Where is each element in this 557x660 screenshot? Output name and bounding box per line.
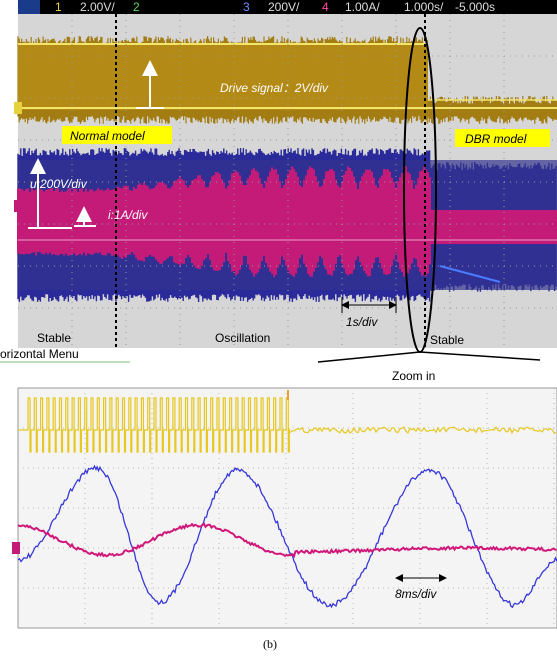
ch1-scale: 2.00V/ [80,0,115,14]
zoom-label: Zoom in [392,369,435,383]
dbr-label: DBR model [465,132,527,146]
time-scale: 1.000s/ [404,0,444,14]
caption: (b) [263,637,277,651]
ch4-scale: 1.00A/ [345,0,380,14]
ch-marker [14,102,22,114]
zoom-line [318,352,420,362]
time-div: 1s/div [346,315,378,329]
figure: 1 2.00V/ 2 3 200V/ 4 1.00A/ 1.000s/ -5.0… [0,0,557,655]
delay: -5.000s [455,0,495,14]
i-label: i:1A/div [108,208,148,222]
stable-right: Stable [430,333,464,347]
ch1: 1 [55,0,62,14]
u-label: u:200V/div [30,177,88,191]
ch3: 3 [243,0,250,14]
band-core [18,44,428,110]
drive-label: Drive signal：2V/div [220,81,329,95]
ch4: 4 [322,0,329,14]
zoom-line [420,352,540,360]
logo [18,0,40,14]
ch-marker [14,200,22,212]
page: {"status_bar": {"ch1": "1", "ch1_scale":… [0,0,557,660]
ch2: 2 [133,0,140,14]
oscillation: Oscillation [215,331,270,345]
normal-label: Normal model [70,129,145,143]
ch-marker [12,542,20,554]
lower-time-div: 8ms/div [395,587,437,601]
current-band [430,210,557,244]
menu-label: orizontal Menu [0,347,79,361]
ch3-scale: 200V/ [268,0,300,14]
stable-left: Stable [37,331,71,345]
